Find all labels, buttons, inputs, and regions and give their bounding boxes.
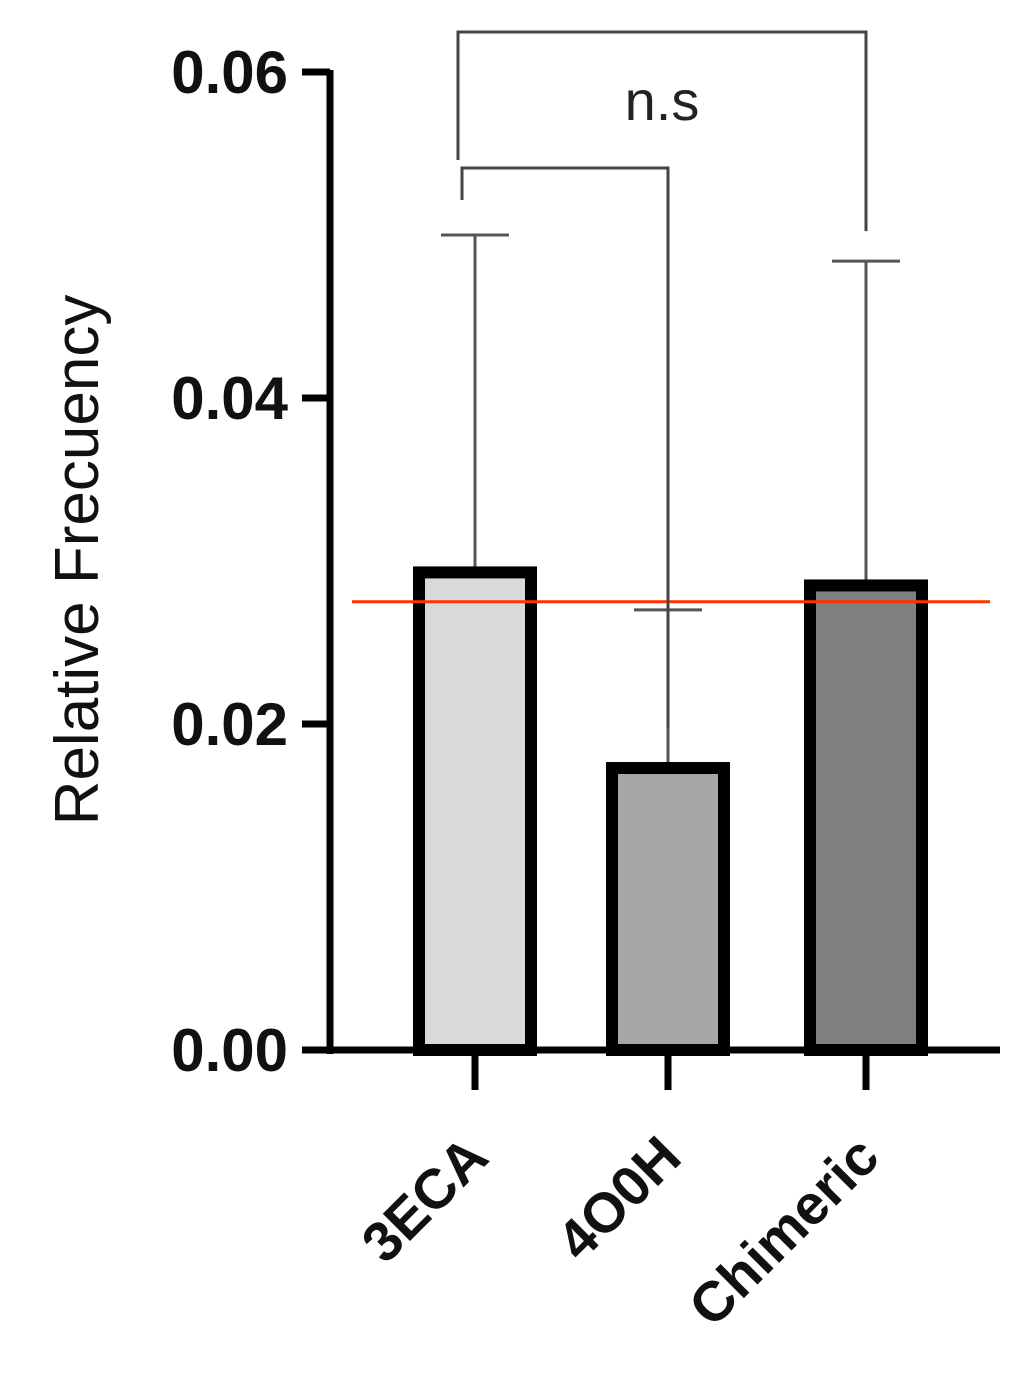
y-tick-label-3: 0.06 [171, 39, 288, 106]
significance-bracket-1 [456, 30, 868, 232]
axes [326, 70, 1000, 1054]
significance-bracket-0 [460, 166, 670, 729]
x-tick-label-2: Chimeric [676, 1124, 890, 1338]
y-tick-label-1: 0.02 [171, 691, 288, 758]
x-tick-label-0: 3ECA [349, 1124, 499, 1274]
bar-0 [413, 566, 537, 1056]
x-tick-label-1: 4O0H [544, 1124, 692, 1272]
bar-2 [804, 579, 928, 1056]
bars [413, 566, 928, 1056]
significance-brackets: n.s [456, 30, 868, 729]
y-axis-title: Relative Frecuency [43, 295, 112, 826]
significance-label-1: n.s [625, 69, 700, 132]
y-tick-label-0: 0.00 [171, 1017, 288, 1084]
y-tick-label-2: 0.04 [171, 365, 288, 432]
y-ticks: 0.00 0.02 0.04 0.06 [171, 39, 330, 1084]
bar-1 [606, 762, 730, 1056]
